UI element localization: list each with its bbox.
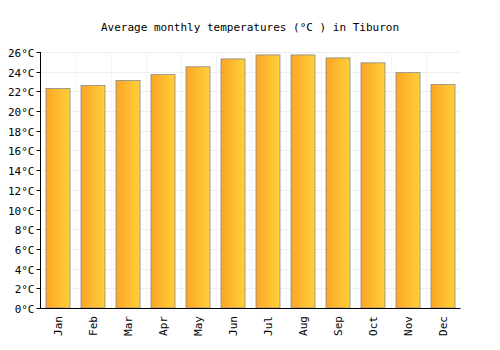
chart-svg: Average monthly temperatures (°C ) in Ti… — [0, 0, 500, 350]
y-tick-label: 16°C — [8, 145, 35, 158]
bar — [46, 88, 70, 308]
x-tick-label: Jan — [52, 316, 65, 336]
grid-line — [41, 308, 461, 309]
bar — [431, 84, 455, 308]
x-tick-label: Aug — [297, 316, 310, 336]
x-tick-label: Jun — [227, 316, 240, 336]
y-tick — [37, 170, 41, 171]
y-tick-label: 0°C — [15, 303, 35, 316]
bar — [221, 59, 245, 308]
y-tick — [37, 91, 41, 92]
y-tick — [37, 288, 41, 289]
grid-line-vertical — [391, 52, 392, 308]
grid-line-vertical — [426, 52, 427, 308]
y-tick-label: 4°C — [15, 264, 35, 277]
x-tick-label: Mar — [122, 316, 135, 336]
bar — [291, 55, 315, 308]
grid-line — [41, 52, 461, 53]
y-tick-label: 2°C — [15, 283, 35, 296]
chart-container: Average monthly temperatures (°C ) in Ti… — [0, 0, 500, 350]
y-tick — [37, 210, 41, 211]
x-tick-label: Oct — [367, 316, 380, 336]
chart-title: Average monthly temperatures (°C ) in Ti… — [101, 21, 399, 34]
x-tick-label: Nov — [402, 316, 415, 336]
bar — [326, 58, 350, 308]
bar — [396, 73, 420, 308]
bar — [361, 63, 385, 308]
y-axis — [40, 52, 41, 309]
grid-line-vertical — [146, 52, 147, 308]
grid-line-vertical — [76, 52, 77, 308]
y-tick — [37, 72, 41, 73]
y-tick-label: 18°C — [8, 126, 35, 139]
y-tick — [37, 150, 41, 151]
bar — [256, 55, 280, 308]
bar — [151, 75, 175, 308]
bar — [186, 67, 210, 308]
x-tick-label: Sep — [332, 316, 345, 336]
grid-line-vertical — [286, 52, 287, 308]
y-tick-label: 12°C — [8, 185, 35, 198]
x-axis — [41, 308, 461, 309]
x-tick-label: Feb — [87, 316, 100, 336]
y-tick — [37, 111, 41, 112]
x-tick-label: Jul — [262, 316, 275, 336]
bar — [116, 81, 140, 308]
y-tick-label: 20°C — [8, 106, 35, 119]
grid-line-vertical — [216, 52, 217, 308]
y-tick — [37, 249, 41, 250]
y-tick — [37, 190, 41, 191]
grid-line-vertical — [356, 52, 357, 308]
y-tick-label: 8°C — [15, 224, 35, 237]
x-tick-label: Apr — [157, 316, 170, 336]
y-tick-label: 22°C — [8, 86, 35, 99]
y-tick — [37, 308, 41, 309]
grid-line-vertical — [111, 52, 112, 308]
y-tick-label: 26°C — [8, 47, 35, 60]
grid-line-vertical — [321, 52, 322, 308]
y-tick — [37, 131, 41, 132]
y-tick-label: 6°C — [15, 244, 35, 257]
y-tick-label: 10°C — [8, 205, 35, 218]
y-tick — [37, 229, 41, 230]
y-tick-label: 24°C — [8, 67, 35, 80]
y-tick — [37, 269, 41, 270]
y-tick — [37, 52, 41, 53]
bar — [81, 85, 105, 308]
bars — [46, 55, 455, 308]
grid-line-vertical — [251, 52, 252, 308]
x-tick-label: Dec — [437, 316, 450, 336]
grid-line-vertical — [181, 52, 182, 308]
x-tick-label: May — [192, 316, 205, 336]
y-tick-label: 14°C — [8, 165, 35, 178]
